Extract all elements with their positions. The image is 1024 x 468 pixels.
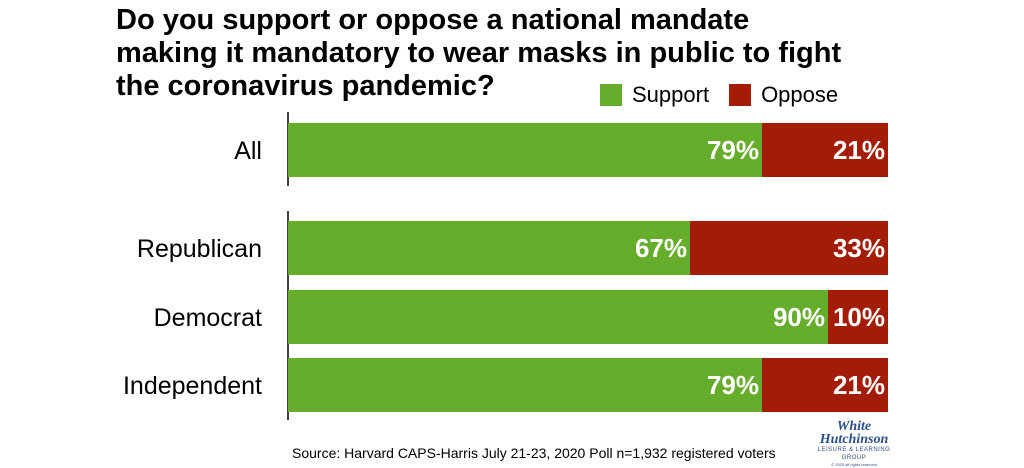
bar-oppose-independent bbox=[762, 358, 888, 412]
category-label-democrat: Democrat bbox=[154, 304, 262, 332]
bar-support-independent bbox=[288, 358, 762, 412]
bar-oppose-democrat bbox=[828, 290, 888, 344]
category-label-all: All bbox=[234, 137, 262, 165]
bar-oppose-all bbox=[762, 123, 888, 177]
data-label-oppose-democrat: 10% bbox=[833, 302, 885, 332]
data-label-support-republican: 67% bbox=[635, 233, 687, 263]
bar-support-democrat bbox=[288, 290, 828, 344]
legend: Support Oppose bbox=[600, 82, 858, 108]
category-label-republican: Republican bbox=[137, 235, 262, 263]
chart-title: Do you support or oppose a national mand… bbox=[116, 4, 916, 103]
data-label-oppose-independent: 21% bbox=[833, 370, 885, 400]
bar-oppose-republican bbox=[690, 221, 888, 275]
legend-item-oppose: Oppose bbox=[729, 82, 838, 108]
logo-line-1: White bbox=[836, 419, 872, 434]
legend-label-support: Support bbox=[632, 82, 710, 107]
chart-title-line-2: making it mandatory to wear masks in pub… bbox=[116, 37, 842, 69]
bar-support-republican bbox=[288, 221, 690, 275]
bar-support-all bbox=[288, 123, 762, 177]
logo-line-3: LEISURE & LEARNING GROUP bbox=[817, 447, 891, 461]
category-label-independent: Independent bbox=[123, 372, 262, 400]
data-label-support-independent: 79% bbox=[707, 370, 759, 400]
legend-swatch-support bbox=[600, 84, 622, 106]
data-label-oppose-all: 21% bbox=[833, 135, 885, 165]
white-hutchinson-logo: White Hutchinson LEISURE & LEARNING GROU… bbox=[814, 419, 894, 468]
logo-line-4: © 2020 all rights reserved bbox=[831, 462, 877, 467]
chart-title-line-3: the coronavirus pandemic? bbox=[116, 70, 495, 102]
data-label-support-all: 79% bbox=[707, 135, 759, 165]
chart-title-line-1: Do you support or oppose a national mand… bbox=[116, 4, 750, 36]
data-label-support-democrat: 90% bbox=[773, 302, 825, 332]
legend-item-support: Support bbox=[600, 82, 709, 108]
legend-label-oppose: Oppose bbox=[761, 82, 839, 107]
source-note: Source: Harvard CAPS-Harris July 21-23, … bbox=[292, 445, 776, 461]
logo-line-2: Hutchinson bbox=[819, 432, 889, 447]
data-label-oppose-republican: 33% bbox=[833, 233, 885, 263]
legend-swatch-oppose bbox=[729, 84, 752, 106]
